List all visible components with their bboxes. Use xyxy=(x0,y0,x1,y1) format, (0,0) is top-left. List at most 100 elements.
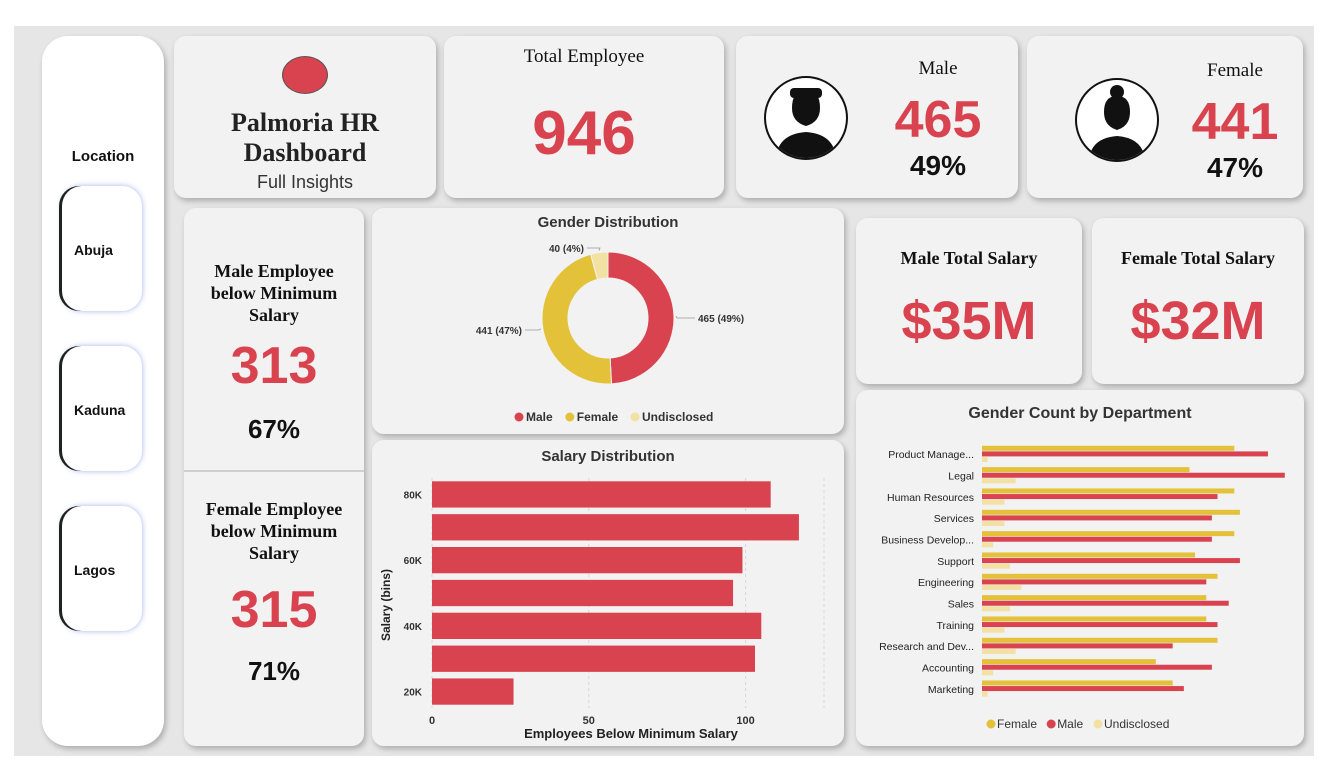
donut-data-label: 40 (4%) xyxy=(549,244,584,255)
department-bar-female xyxy=(982,659,1156,665)
salary-bar xyxy=(432,481,771,508)
legend-marker xyxy=(565,412,575,422)
department-label: Business Develop... xyxy=(881,535,974,547)
department-label: Support xyxy=(937,556,974,568)
salary-bar xyxy=(432,645,756,672)
female-below-min-title-2: below Minimum xyxy=(210,521,338,541)
location-title: Location xyxy=(71,148,135,165)
department-label: Engineering xyxy=(918,577,974,589)
female-below-min-title-1: Female Employee xyxy=(205,499,343,519)
location-label: Lagos xyxy=(74,562,116,578)
department-bar-male xyxy=(982,451,1268,457)
x-tick-label: 50 xyxy=(583,715,595,727)
legend-marker xyxy=(986,719,996,729)
department-bar-undisclosed xyxy=(982,521,1005,526)
department-bar-female xyxy=(982,445,1235,451)
salary-distribution-chart: Salary Distribution Employees Below Mini… xyxy=(379,448,825,741)
salary-bar xyxy=(432,514,799,541)
department-bar-male xyxy=(982,686,1184,692)
male-total-salary-card: Male Total Salary $35M xyxy=(856,218,1082,384)
donut-slice-male xyxy=(607,251,675,385)
department-bar-male xyxy=(982,622,1218,628)
gender-by-department-card: Gender Count by Department Product Manag… xyxy=(856,390,1304,746)
salary-chart-title: Salary Distribution xyxy=(541,448,674,465)
department-bar-undisclosed xyxy=(982,563,1011,569)
male-below-min-title-3: Salary xyxy=(248,305,299,325)
department-bar-male xyxy=(982,600,1229,606)
department-bar-undisclosed xyxy=(982,542,994,548)
department-bar-undisclosed xyxy=(982,670,994,676)
female-total-salary-card: Female Total Salary $32M xyxy=(1092,218,1304,384)
legend-label: Undisclosed xyxy=(1104,717,1169,731)
department-bar-female xyxy=(982,509,1240,515)
logo-icon xyxy=(282,56,328,94)
dashboard-canvas: Location Abuja Kaduna Lagos Palmoria HR … xyxy=(14,26,1314,756)
department-label: Sales xyxy=(948,599,974,611)
salary-distribution-card: Salary Distribution Employees Below Mini… xyxy=(372,440,844,746)
salary-y-axis-label: Salary (bins) xyxy=(379,569,393,641)
department-bar-male xyxy=(982,472,1285,478)
salary-bar xyxy=(432,612,762,639)
female-label: Female xyxy=(1207,60,1263,81)
gender-distribution-chart: Gender Distribution 465 (49%) 441 (47%) 40… xyxy=(476,214,744,424)
y-tick-label: 20K xyxy=(404,688,423,699)
donut-leader-line xyxy=(525,328,542,331)
department-bar-female xyxy=(982,616,1207,622)
location-label: Abuja xyxy=(74,242,113,258)
department-bar-undisclosed xyxy=(982,627,1005,633)
legend-label: Male xyxy=(526,410,553,424)
title-card: Palmoria HR Dashboard Full Insights xyxy=(174,36,436,198)
legend-marker xyxy=(514,412,524,422)
location-button-abuja[interactable]: Abuja xyxy=(62,186,142,311)
department-label: Legal xyxy=(948,471,974,483)
male-count: 465 xyxy=(894,91,982,149)
department-bar-undisclosed xyxy=(982,585,1022,590)
donut-data-label: 441 (47%) xyxy=(476,326,522,337)
male-total-salary-value: $35M xyxy=(901,291,1037,351)
department-bar-male xyxy=(982,536,1212,542)
female-below-min-title-3: Salary xyxy=(248,543,299,563)
department-chart-title: Gender Count by Department xyxy=(968,405,1192,422)
department-bar-female xyxy=(982,531,1235,537)
donut-leader-line xyxy=(587,247,601,251)
dashboard-title-line1: Palmoria HR xyxy=(230,108,380,137)
female-below-min-pct: 71% xyxy=(247,656,301,686)
y-tick-label: 40K xyxy=(404,622,423,633)
gender-distribution-card: Gender Distribution 465 (49%) 441 (47%) 40… xyxy=(372,208,844,434)
department-bar-female xyxy=(982,488,1235,494)
male-card: Male 465 49% xyxy=(736,36,1018,198)
female-below-min-value: 315 xyxy=(230,581,318,639)
male-below-min-value: 313 xyxy=(230,337,318,395)
male-percentage: 49% xyxy=(909,150,967,181)
salary-bar xyxy=(432,547,743,574)
department-label: Services xyxy=(934,513,974,525)
gender-by-department-chart: Gender Count by Department Product Manag… xyxy=(879,405,1285,731)
salary-bar xyxy=(432,678,514,705)
department-bar-female xyxy=(982,573,1218,579)
department-bar-male xyxy=(982,515,1212,521)
location-button-kaduna[interactable]: Kaduna xyxy=(62,346,142,471)
male-avatar-icon xyxy=(764,76,848,160)
male-below-min-title-2: below Minimum xyxy=(210,283,338,303)
department-label: Product Manage... xyxy=(888,449,974,461)
female-total-salary-value: $32M xyxy=(1130,291,1266,351)
department-bar-undisclosed xyxy=(982,478,1016,484)
male-label: Male xyxy=(918,58,958,79)
department-label: Marketing xyxy=(928,684,974,696)
legend-label: Undisclosed xyxy=(642,410,713,424)
department-bar-male xyxy=(982,643,1173,649)
total-employee-label: Total Employee xyxy=(523,46,645,67)
dashboard-title-line2: Dashboard xyxy=(243,138,367,167)
y-tick-label: 60K xyxy=(404,556,423,567)
department-bar-female xyxy=(982,595,1207,601)
location-sidebar: Location Abuja Kaduna Lagos xyxy=(42,36,164,746)
department-bar-male xyxy=(982,579,1207,585)
department-label: Training xyxy=(936,620,974,632)
department-bar-female xyxy=(982,467,1190,473)
female-total-salary-label: Female Total Salary xyxy=(1121,248,1275,268)
location-button-lagos[interactable]: Lagos xyxy=(62,506,142,631)
legend-label: Female xyxy=(577,410,619,424)
donut-leader-line xyxy=(675,315,695,319)
department-bar-undisclosed xyxy=(982,457,988,462)
department-label: Human Resources xyxy=(887,492,974,504)
